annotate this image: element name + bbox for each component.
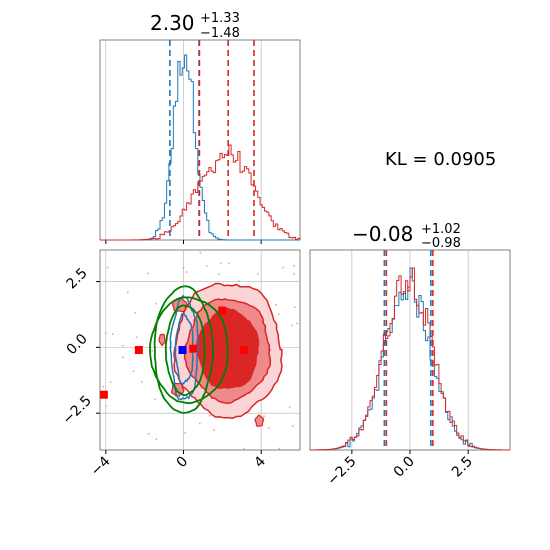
contour-red-island xyxy=(254,414,265,427)
title-param1-value: 2.30 xyxy=(150,11,195,35)
marker-red xyxy=(99,390,108,399)
scatter-dot xyxy=(218,273,220,275)
scatter-dot xyxy=(212,429,215,431)
scatter-dot xyxy=(146,272,149,275)
scatter-dot xyxy=(293,265,295,267)
scatter-dot xyxy=(238,280,241,282)
x-tick-label: 0 xyxy=(174,454,192,472)
scatter-dot xyxy=(135,336,138,339)
y-tick-label: 0.0 xyxy=(64,331,91,358)
marginal-hist-param2: −2.5 0.0 2.5 −0.08 +1.02 −0.98 xyxy=(309,222,511,489)
hist-bottom-right-series xyxy=(309,267,511,451)
grid-top-left xyxy=(105,40,262,244)
hist-red-param1 xyxy=(100,144,301,241)
scatter-dot xyxy=(147,433,150,435)
scatter-dot xyxy=(278,447,280,450)
quantile-lines-top-left xyxy=(169,40,255,240)
scatter-dot xyxy=(109,381,112,383)
contour-red-island xyxy=(172,297,189,313)
scatter-dot xyxy=(277,313,280,315)
scatter-dot xyxy=(106,266,109,269)
scatter-dot xyxy=(293,273,295,275)
scatter-dot xyxy=(208,414,211,417)
joint-y-ticks: −2.5 0.0 2.5 xyxy=(59,265,100,428)
marker-red xyxy=(239,346,248,354)
scatter-dot xyxy=(154,398,156,401)
scatter-dot xyxy=(242,448,245,450)
scatter-dot xyxy=(263,415,265,418)
scatter-dot xyxy=(140,380,143,383)
x-tick-label: 4 xyxy=(251,453,269,471)
scatter-dot xyxy=(126,291,129,294)
scatter-dot xyxy=(155,302,157,305)
marginal-hist-param1: 2.30 +1.33 −1.48 xyxy=(99,11,301,244)
contour-green-level-3 xyxy=(149,296,229,405)
scatter-dot xyxy=(105,405,107,407)
quantile-lines-bottom-right xyxy=(383,250,434,450)
marker-blue xyxy=(178,346,187,354)
bottom-right-x-ticks: −2.5 0.0 2.5 xyxy=(324,450,476,489)
scatter-dot xyxy=(182,267,185,269)
title-param2-plus: +1.02 xyxy=(421,222,461,237)
title-param2-minus: −0.98 xyxy=(421,236,461,251)
scatter-dot xyxy=(122,356,124,359)
scatter-dot xyxy=(132,370,135,373)
marker-red xyxy=(134,346,143,354)
x-tick-label: 2.5 xyxy=(449,454,476,481)
title-param1-plus: +1.33 xyxy=(200,11,240,26)
scatter-dot xyxy=(206,265,208,267)
hist-red-param2 xyxy=(309,267,511,451)
contour-green-level-2 xyxy=(164,304,206,396)
scatter-dot xyxy=(134,311,136,314)
scatter-dot xyxy=(282,266,284,269)
kl-annotation: KL = 0.0905 xyxy=(385,149,496,170)
marker-red xyxy=(189,344,198,353)
contour-red-island xyxy=(158,333,166,347)
scatter-dot xyxy=(275,304,277,306)
title-param1-minus: −1.48 xyxy=(200,26,240,41)
scatter-dot xyxy=(228,262,230,265)
x-tick-label: −4 xyxy=(88,453,114,479)
scatter-dot xyxy=(112,333,114,335)
y-tick-label: 2.5 xyxy=(64,265,91,292)
contour-blue-level-2 xyxy=(174,312,194,386)
scatter-dot xyxy=(122,344,124,347)
scatter-dot xyxy=(288,406,291,409)
title-param2-value: −0.08 xyxy=(352,222,413,246)
scatter-dot xyxy=(199,422,201,425)
scatter-dot xyxy=(293,306,296,309)
scatter-dot xyxy=(268,427,270,429)
marker-red xyxy=(218,306,227,315)
hist-top-left-series xyxy=(100,54,301,241)
scatter-dot xyxy=(105,332,107,335)
scatter-dot xyxy=(196,405,198,407)
contour-green-level-1 xyxy=(153,285,215,414)
scatter-dot xyxy=(291,425,294,427)
scatter-dot xyxy=(151,349,154,352)
y-tick-label: −2.5 xyxy=(59,393,94,428)
x-tick-label: −2.5 xyxy=(324,454,359,489)
scatter-dot xyxy=(155,438,158,440)
joint-x-ticks: −4 0 4 xyxy=(88,450,269,479)
scatter-dot xyxy=(256,273,259,275)
joint-contour-panel: −4 0 4 −2.5 0.0 2.5 xyxy=(59,249,301,479)
scatter-dot xyxy=(185,271,188,273)
scatter-dot xyxy=(291,324,293,327)
x-tick-label: 0.0 xyxy=(391,454,418,481)
scatter-dot xyxy=(102,385,105,388)
scatter-dot xyxy=(199,251,202,254)
joint-contours xyxy=(99,251,298,450)
scatter-dot xyxy=(296,322,298,325)
scatter-dot xyxy=(184,432,186,434)
scatter-dot xyxy=(219,262,222,265)
